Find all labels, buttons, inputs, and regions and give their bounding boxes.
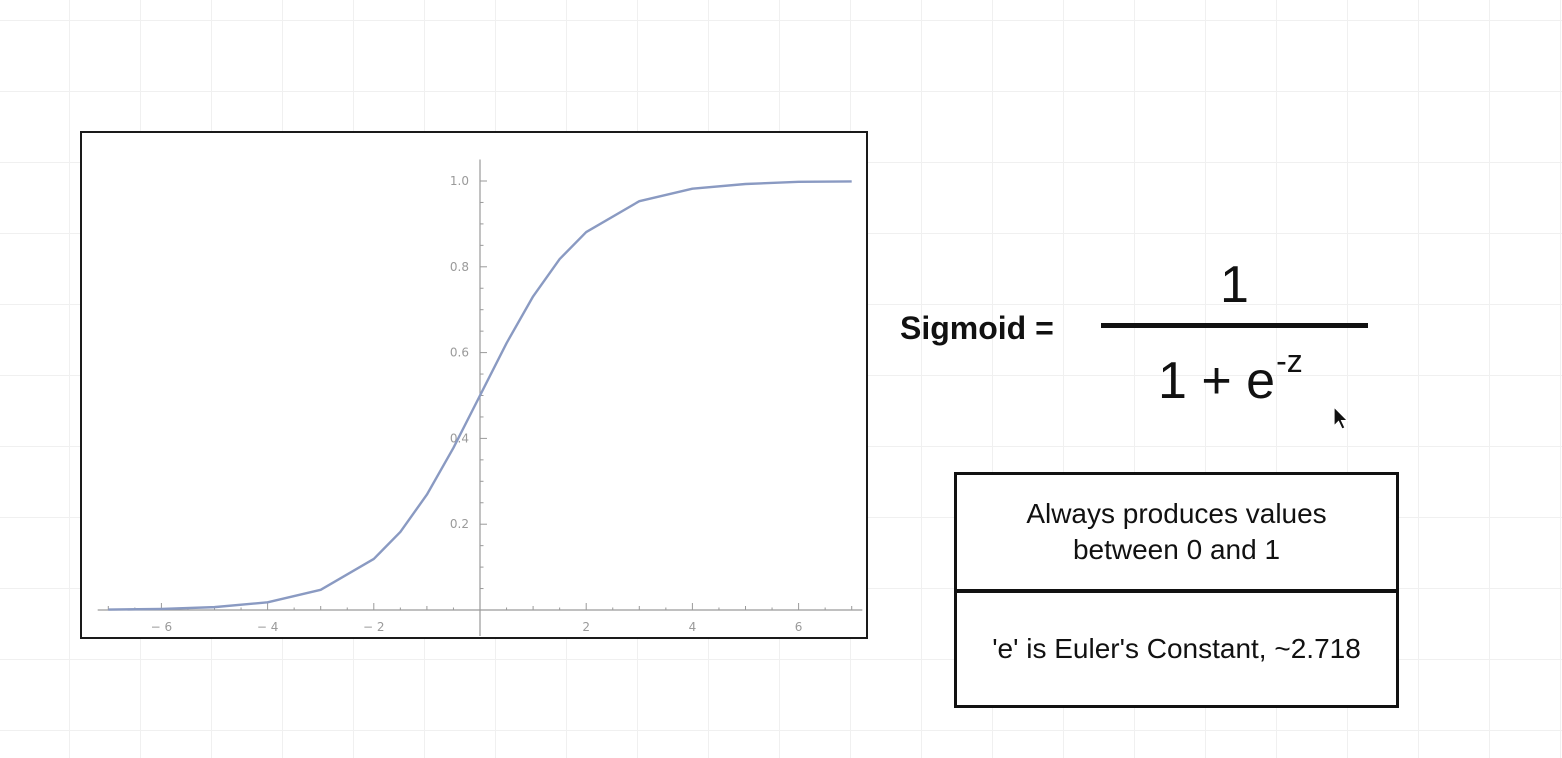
y-tick-label: 0.6 <box>450 346 469 360</box>
x-tick-label: 6 <box>795 620 803 634</box>
range-note: Always produces values between 0 and 1 <box>957 475 1396 593</box>
formula-numerator: 1 <box>1220 256 1249 314</box>
euler-note: 'e' is Euler's Constant, ~2.718 <box>992 632 1361 664</box>
fraction-bar <box>1101 323 1368 328</box>
denominator-base: 1 + e <box>1158 352 1276 410</box>
denominator-exponent: -z <box>1276 343 1303 379</box>
y-tick-label: 0.8 <box>450 260 469 274</box>
formula-denominator: 1 + e-z <box>1158 343 1303 411</box>
x-tick-label: 2 <box>582 620 590 634</box>
x-tick-label: − 2 <box>363 620 385 634</box>
plot-canvas: − 6− 4− 2 2 4 60.20.40.60.81.0 <box>97 159 863 636</box>
x-tick-label: 4 <box>689 620 697 634</box>
sigmoid-curve <box>108 180 852 611</box>
formula-label: Sigmoid = <box>900 310 1054 346</box>
sigmoid-formula: Sigmoid = 1 1 + e-z <box>900 255 1380 425</box>
y-tick-label: 1.0 <box>450 174 469 188</box>
y-tick-label: 0.2 <box>450 517 469 531</box>
x-tick-label: − 4 <box>257 620 279 634</box>
sigmoid-plot: − 6− 4− 2 2 4 6 0.2 0.4 0.6 0.8 1.0 <box>80 131 868 639</box>
mouse-cursor-icon <box>1333 406 1349 430</box>
x-tick-label: − 6 <box>151 620 173 634</box>
notes-table: Always produces values between 0 and 1 '… <box>954 472 1399 708</box>
